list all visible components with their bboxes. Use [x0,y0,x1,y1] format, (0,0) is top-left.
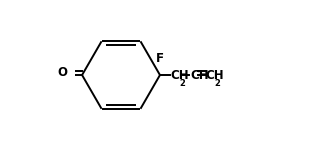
Text: CH: CH [190,68,209,82]
Text: 2: 2 [214,79,220,88]
Text: F: F [156,52,164,65]
Text: O: O [57,66,67,79]
Text: CH: CH [206,68,224,82]
Text: CH: CH [171,68,189,82]
Text: 2: 2 [179,79,185,88]
